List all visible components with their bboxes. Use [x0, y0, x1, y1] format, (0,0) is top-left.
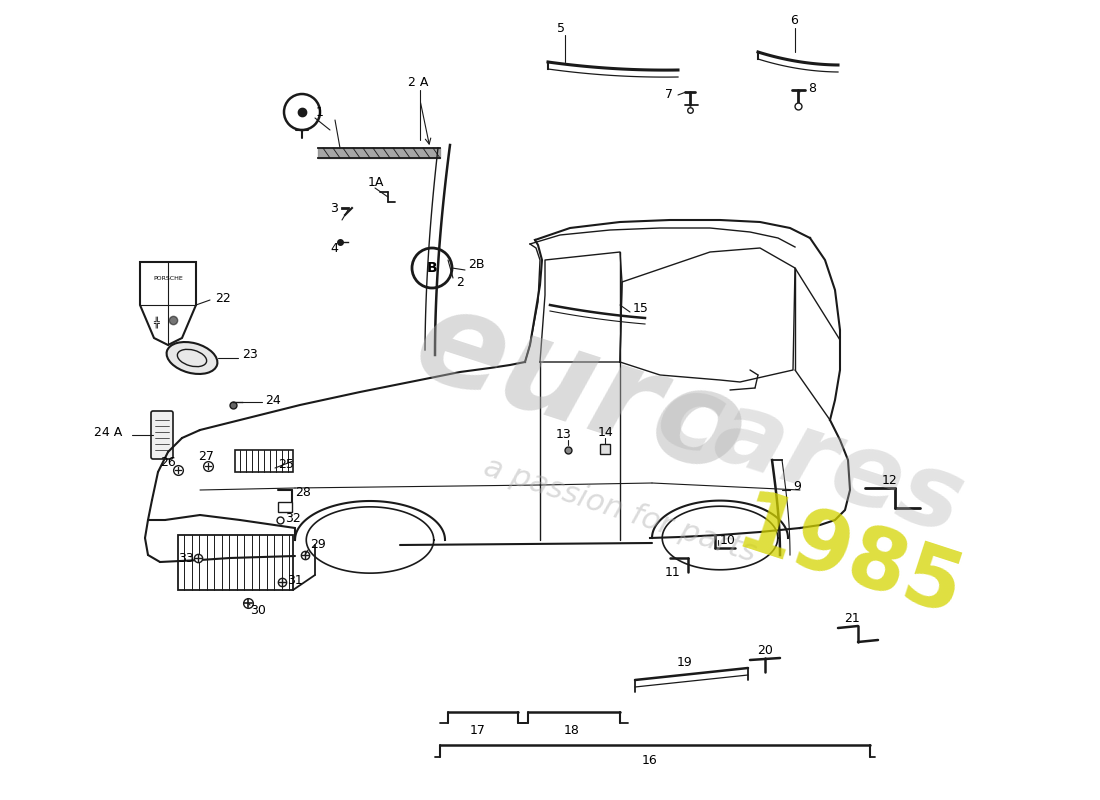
Text: 4: 4 [330, 242, 338, 254]
Text: 2: 2 [456, 277, 464, 290]
Text: B: B [427, 261, 438, 275]
Ellipse shape [166, 342, 218, 374]
Text: 8: 8 [808, 82, 816, 94]
Text: 6: 6 [790, 14, 798, 26]
Text: 21: 21 [844, 611, 860, 625]
Circle shape [284, 94, 320, 130]
Text: 16: 16 [642, 754, 658, 766]
Text: 33: 33 [178, 551, 194, 565]
Text: 24 A: 24 A [94, 426, 122, 438]
Text: 14: 14 [598, 426, 614, 438]
Text: 2 A: 2 A [408, 75, 428, 89]
Text: 27: 27 [198, 450, 213, 462]
Text: euro: euro [399, 277, 761, 503]
Text: a passion for parts: a passion for parts [480, 452, 760, 568]
Text: 28: 28 [295, 486, 311, 499]
Text: 1A: 1A [368, 177, 384, 190]
Text: 30: 30 [250, 603, 266, 617]
Text: 17: 17 [470, 723, 486, 737]
Text: 3: 3 [330, 202, 338, 214]
Text: PORSCHE: PORSCHE [153, 275, 183, 281]
Circle shape [412, 248, 452, 288]
Text: 9: 9 [793, 481, 801, 494]
Text: 13: 13 [556, 429, 572, 442]
Text: 26: 26 [160, 455, 176, 469]
Text: 2B: 2B [468, 258, 484, 271]
Text: ╬: ╬ [153, 316, 158, 328]
Text: 1: 1 [316, 106, 323, 119]
Text: 5: 5 [557, 22, 565, 34]
Bar [235, 450, 293, 472]
Text: 11: 11 [666, 566, 681, 578]
Bar [600, 444, 610, 454]
FancyBboxPatch shape [151, 411, 173, 459]
Text: 25: 25 [278, 458, 294, 471]
Text: 12: 12 [882, 474, 898, 486]
Bar [178, 535, 293, 590]
Text: 19: 19 [678, 655, 693, 669]
Text: 10: 10 [720, 534, 736, 546]
Text: 7: 7 [666, 89, 673, 102]
Text: 29: 29 [310, 538, 326, 551]
Text: 24: 24 [265, 394, 280, 406]
Text: 20: 20 [757, 643, 773, 657]
Text: 23: 23 [242, 349, 257, 362]
Text: 15: 15 [632, 302, 649, 314]
Text: 32: 32 [285, 511, 300, 525]
Bar [278, 502, 292, 512]
Text: cares: cares [645, 363, 976, 557]
Text: 22: 22 [214, 291, 231, 305]
Text: 31: 31 [287, 574, 303, 586]
Text: 18: 18 [564, 723, 580, 737]
Text: 1985: 1985 [727, 486, 972, 634]
